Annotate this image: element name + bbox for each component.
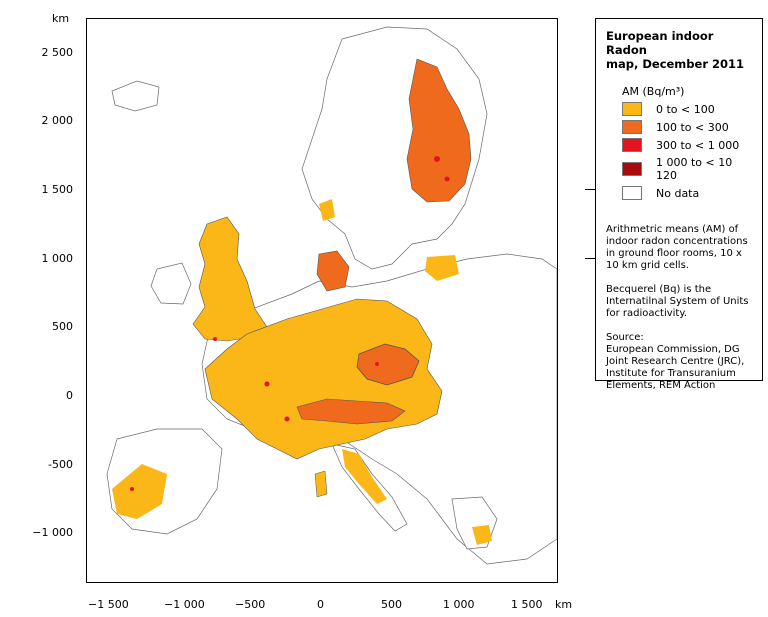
side-tick <box>585 189 595 190</box>
radon-fills <box>112 58 492 545</box>
y-tick: 1 500 <box>41 183 74 196</box>
legend-unit: AM (Bq/m³) <box>622 85 685 98</box>
x-tick: 500 <box>381 598 402 611</box>
y-tick: 1 000 <box>41 252 74 265</box>
denmark-radon-fill <box>316 250 350 292</box>
legend-box: European indoor Radon map, December 2011… <box>595 18 763 391</box>
legend-label: 100 to < 300 <box>656 120 729 134</box>
legend-label: No data <box>656 186 700 200</box>
legend-item: 100 to < 300 <box>622 120 752 134</box>
sardinia-radon-fill <box>314 470 328 498</box>
legend-source: Source: European Commission, DG Joint Re… <box>606 332 752 392</box>
legend-label: 0 to < 100 <box>656 102 715 116</box>
x-tick: −1 000 <box>164 598 205 611</box>
legend-label: 1 000 to < 10 120 <box>656 156 733 182</box>
y-tick: 2 500 <box>41 46 74 59</box>
x-tick: 1 500 <box>511 598 543 611</box>
legend-title: European indoor Radon map, December 2011 <box>606 29 752 71</box>
europe-radon-map <box>106 26 557 565</box>
legend-source-title: Source: <box>606 332 644 343</box>
poland-radon-fill <box>425 255 459 281</box>
czech-radon-fill <box>356 343 420 386</box>
hotspot <box>130 487 134 491</box>
y-tick: 500 <box>52 320 73 333</box>
legend-swatch <box>622 186 642 200</box>
y-tick: 2 000 <box>41 114 74 127</box>
hotspot <box>375 362 379 366</box>
legend-item: 300 to < 1 000 <box>622 138 752 152</box>
legend-swatch <box>622 162 642 176</box>
legend-title-line1: European indoor Radon <box>606 29 714 57</box>
alpine-radon-fill <box>296 398 406 425</box>
legend-source-body: European Commission, DG Joint Research C… <box>606 344 745 391</box>
greece-radon-fill <box>472 525 492 545</box>
x-tick: 1 000 <box>443 598 475 611</box>
iceland <box>111 80 160 112</box>
side-tick <box>585 258 595 259</box>
legend-item: No data <box>622 186 752 200</box>
iberia-radon-fill <box>112 464 167 519</box>
y-tick: −1 000 <box>32 526 73 539</box>
legend-swatch <box>622 138 642 152</box>
x-tick: −1 500 <box>88 598 129 611</box>
hotspot <box>284 416 290 422</box>
legend-note-bq: Becquerel (Bq) is the Internatilnal Syst… <box>606 284 749 319</box>
norway-radon-fill <box>319 199 335 221</box>
y-tick: -500 <box>48 458 73 471</box>
legend-item: 1 000 to < 10 120 <box>622 156 752 182</box>
x-axis-unit: km <box>555 598 573 611</box>
x-tick: −500 <box>235 598 266 611</box>
legend-item: 0 to < 100 <box>622 102 752 116</box>
hotspot <box>264 381 270 387</box>
y-tick: 0 <box>66 389 73 402</box>
italy-radon-fill <box>342 449 387 504</box>
hotspot <box>434 156 440 162</box>
legend-note-am: Arithmetric means (AM) of indoor radon c… <box>606 224 748 271</box>
land-outlines <box>106 26 557 565</box>
hotspots <box>130 156 450 491</box>
hotspot <box>444 176 450 182</box>
y-axis-unit: km <box>52 12 70 25</box>
ireland <box>150 262 192 305</box>
map-frame <box>86 18 558 583</box>
legend-swatch <box>622 102 642 116</box>
hotspot <box>213 337 217 341</box>
legend-label: 300 to < 1 000 <box>656 138 740 152</box>
uk-radon-fill <box>192 216 268 342</box>
finland-radon-fill <box>406 58 472 203</box>
legend-title-line2: map, December 2011 <box>606 57 745 71</box>
x-tick: 0 <box>317 598 324 611</box>
legend-swatch <box>622 120 642 134</box>
